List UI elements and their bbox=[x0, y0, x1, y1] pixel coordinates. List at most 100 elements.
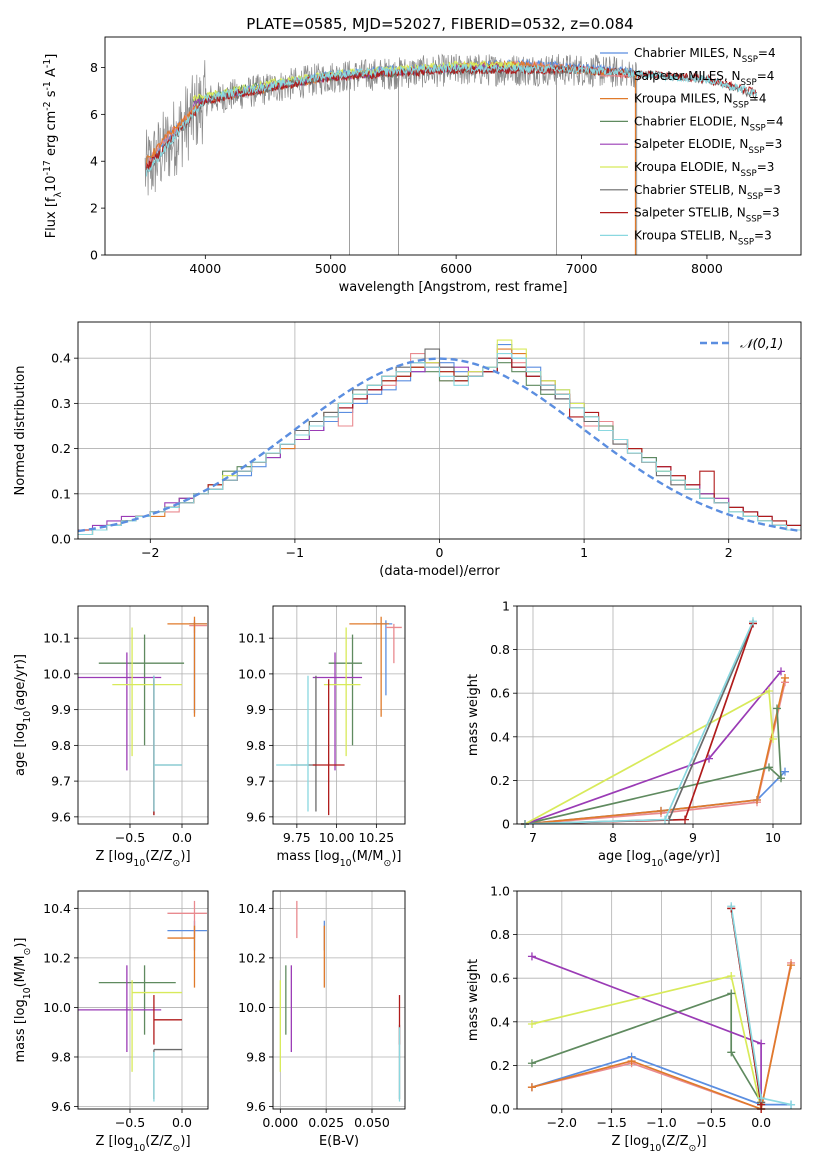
weight-marker-kroupa-stelib bbox=[727, 902, 736, 911]
y-tick-label: 4 bbox=[90, 154, 98, 169]
x-tick-label: 0.0 bbox=[172, 1115, 192, 1130]
axes-frame bbox=[104, 36, 802, 256]
y-tick-label: 10.4 bbox=[238, 901, 266, 916]
legend-label: Salpeter STELIB, NSSP=3 bbox=[634, 206, 780, 225]
model-line-kroupa-stelib bbox=[145, 62, 758, 177]
x-tick-label: 6000 bbox=[440, 261, 472, 276]
y-tick-label: 0.4 bbox=[490, 1014, 510, 1029]
y-tick-label: 9.9 bbox=[51, 702, 71, 717]
weight-marker-kroupa-miles bbox=[753, 796, 761, 805]
plot-area-age_vs_Z bbox=[78, 606, 208, 824]
weight-marker-kroupa-elodie bbox=[765, 687, 773, 696]
panel-spectrum: 4000 5000 6000 7000 8000 0 2 4 6 8 wavelength [Ang… bbox=[42, 36, 802, 295]
weight-marker-kroupa-stelib bbox=[661, 815, 669, 824]
panel-residuals: −2 −1 0 1 2 0.0 0.1 0.2 0.3 0.4 (data-model)/error… bbox=[13, 321, 802, 579]
weight-marker-kroupa-miles bbox=[527, 1083, 536, 1092]
y-tick-label: 0.2 bbox=[51, 441, 71, 456]
x-tick-label: 9.75 bbox=[283, 830, 311, 845]
y-tick-label: 0.1 bbox=[51, 486, 71, 501]
y-tick-label: 0.0 bbox=[490, 1102, 510, 1117]
y-tick-label: 0.2 bbox=[490, 773, 510, 788]
weight-marker-kroupa-miles bbox=[787, 961, 796, 970]
x-axis-label: age [log10(age/yr)] bbox=[598, 849, 720, 869]
y-axis-label: age [log10(age/yr)] bbox=[13, 654, 33, 776]
weight-marker-salpeter-elodie bbox=[757, 1039, 766, 1048]
weight-marker-kroupa-miles bbox=[627, 1057, 636, 1066]
y-tick-label: 10.1 bbox=[43, 631, 71, 646]
x-tick-label: 10.25 bbox=[358, 830, 394, 845]
weight-marker-kroupa-elodie bbox=[727, 972, 736, 981]
panel-age_vs_Z: −0.5 0.0 9.6 9.7 9.8 9.9 10.0 10.1 Z [log10(Z/Z⊙… bbox=[13, 605, 209, 869]
legend-label: Salpeter ELODIE, NSSP=3 bbox=[634, 137, 782, 156]
y-tick-label: 9.8 bbox=[51, 1049, 71, 1064]
weight-marker-kroupa-miles bbox=[657, 806, 665, 815]
y-tick-label: 9.7 bbox=[246, 774, 266, 789]
y-tick-label: 0.6 bbox=[490, 686, 510, 701]
x-tick-label: 0.0 bbox=[172, 830, 192, 845]
x-axis-label: Z [log10(Z/Z⊙)] bbox=[95, 1134, 190, 1154]
y-tick-label: 9.8 bbox=[51, 738, 71, 753]
weight-line-salpeter-elodie bbox=[531, 955, 762, 1109]
y-tick-label: 1.0 bbox=[490, 884, 510, 899]
x-tick-label: 8 bbox=[609, 830, 617, 845]
weight-line-chabrier-elodie bbox=[524, 708, 782, 824]
weight-marker-kroupa-stelib bbox=[749, 617, 757, 626]
axes-frame bbox=[77, 321, 802, 540]
y-tick-label: 1 bbox=[502, 599, 510, 614]
weight-marker-chabrier-elodie bbox=[727, 989, 736, 998]
x-tick-label: 0.050 bbox=[354, 1115, 390, 1130]
plot-area-weight_vs_Z bbox=[517, 891, 801, 1109]
x-tick-label: 5000 bbox=[315, 261, 347, 276]
weight-marker-kroupa-miles bbox=[781, 673, 789, 682]
weight-line-salpeter-stelib bbox=[524, 623, 754, 824]
legend-label: Kroupa ELODIE, NSSP=3 bbox=[634, 160, 774, 179]
y-tick-label: 0.4 bbox=[51, 351, 71, 366]
x-tick-label: 0.0 bbox=[751, 1115, 771, 1130]
legend-label: Kroupa STELIB, NSSP=3 bbox=[634, 228, 772, 247]
axes-frame bbox=[272, 605, 406, 825]
axes-frame bbox=[272, 890, 406, 1110]
y-axis-label: Flux [fλ10-17 erg cm-2 s-1 A-1] bbox=[42, 54, 64, 239]
y-tick-label: 10.0 bbox=[238, 1000, 266, 1015]
y-tick-label: 10.4 bbox=[43, 901, 71, 916]
axes-frame bbox=[77, 605, 209, 825]
weight-line-chabrier-miles bbox=[531, 1055, 791, 1106]
y-tick-label: 9.9 bbox=[246, 702, 266, 717]
y-tick-label: 9.8 bbox=[246, 1049, 266, 1064]
legend-label: Chabrier MILES, NSSP=4 bbox=[634, 46, 776, 65]
x-axis-label: Z [log10(Z/Z⊙)] bbox=[95, 849, 190, 869]
x-tick-label: −1.0 bbox=[646, 1115, 676, 1130]
x-axis-label: mass [log10(M/M⊙)] bbox=[277, 849, 402, 869]
weight-marker-salpeter-elodie bbox=[527, 952, 536, 961]
axes-frame bbox=[516, 605, 802, 825]
legend-label: Salpeter MILES, NSSP=4 bbox=[634, 69, 774, 88]
y-tick-label: 10.2 bbox=[43, 950, 71, 965]
x-axis-label: (data-model)/error bbox=[379, 564, 500, 579]
weight-marker-chabrier-elodie bbox=[527, 1059, 536, 1068]
weight-line-chabrier-elodie bbox=[531, 992, 762, 1103]
weight-marker-chabrier-elodie bbox=[765, 763, 773, 772]
x-tick-label: 4000 bbox=[189, 261, 221, 276]
weight-marker-kroupa-stelib bbox=[757, 1094, 766, 1103]
panel-age_vs_mass: 9.75 10.00 10.25 9.6 9.7 9.8 9.9 10.0 10.1 mass [… bbox=[238, 605, 406, 869]
weight-line-chabrier-miles bbox=[524, 771, 786, 824]
x-tick-label: 2 bbox=[725, 545, 733, 560]
y-tick-label: 10.1 bbox=[238, 631, 266, 646]
plot-area-mass_vs_EBV bbox=[273, 891, 405, 1109]
plot-area-weight_vs_age bbox=[517, 606, 801, 824]
x-tick-label: 9 bbox=[689, 830, 697, 845]
x-tick-label: −1 bbox=[286, 545, 304, 560]
legend-label: Kroupa MILES, NSSP=4 bbox=[634, 92, 767, 111]
x-tick-label: −0.5 bbox=[696, 1115, 726, 1130]
x-tick-label: 1 bbox=[580, 545, 588, 560]
weight-line-kroupa-miles bbox=[531, 964, 792, 1109]
weight-marker-chabrier-elodie bbox=[727, 1048, 736, 1057]
x-tick-label: 0.000 bbox=[262, 1115, 298, 1130]
y-tick-label: 10.0 bbox=[43, 666, 71, 681]
x-tick-label: −2.0 bbox=[547, 1115, 577, 1130]
y-tick-label: 9.6 bbox=[51, 809, 71, 824]
x-tick-label: −2 bbox=[141, 545, 159, 560]
panel-weight_vs_Z: −2.0 −1.5 −1.0 −0.5 0.0 0.0 0.2 0.4 0.6 0.8 1.0 Z [… bbox=[466, 884, 802, 1154]
y-tick-label: 8 bbox=[90, 60, 98, 75]
y-tick-label: 9.7 bbox=[51, 774, 71, 789]
